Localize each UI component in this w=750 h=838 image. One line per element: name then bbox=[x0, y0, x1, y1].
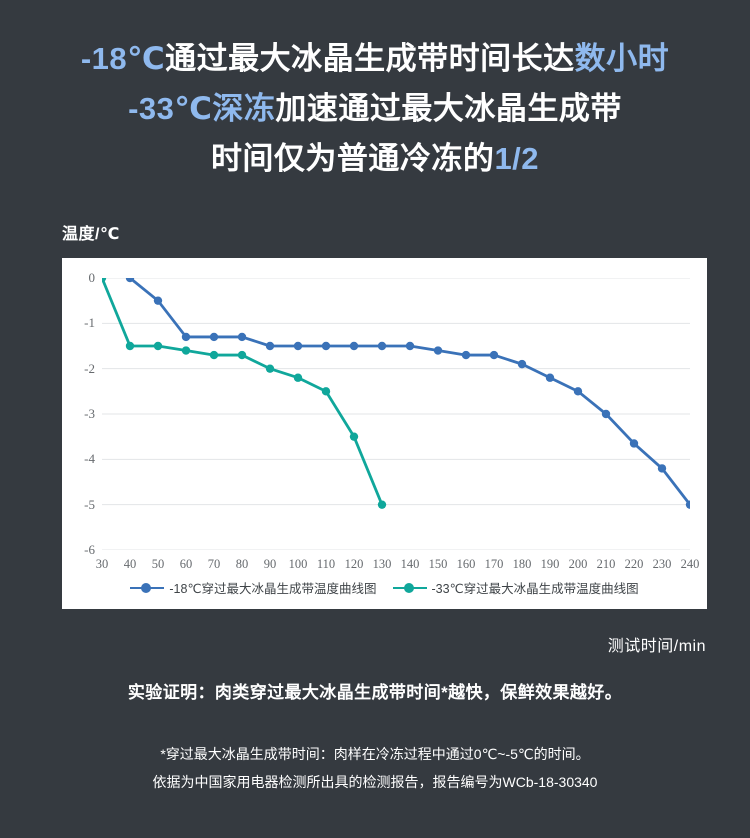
data-point bbox=[349, 341, 359, 351]
conclusion-text: 实验证明：肉类穿过最大冰晶生成带时间*越快，保鲜效果越好。 bbox=[127, 683, 623, 702]
y-tick-label: 0 bbox=[88, 270, 96, 285]
legend-label: -18℃穿过最大冰晶生成带温度曲线图 bbox=[169, 582, 377, 596]
data-point bbox=[293, 373, 303, 382]
headline-line-3-rest: 时间仅为普通冷冻的 bbox=[210, 141, 495, 176]
data-point bbox=[545, 373, 555, 382]
y-tick-label: -2 bbox=[84, 360, 95, 376]
legend-swatch-icon bbox=[392, 582, 427, 594]
chart-card: 0 -1 -2 -3 -4 -5 -6 30 40 50 60 70 80 90 100 110 120 130 1… bbox=[62, 258, 707, 609]
legend-item-2[interactable]: -33℃穿过最大冰晶生成带温度曲线图 bbox=[392, 578, 639, 597]
legend-swatch-icon bbox=[130, 582, 165, 594]
headline-line-1: -18℃通过最大冰晶生成带时间长达数小时 bbox=[0, 34, 750, 84]
data-point bbox=[321, 387, 331, 396]
x-tick-label: 40 bbox=[123, 557, 137, 571]
headline-line-3-accent: 1/2 bbox=[494, 141, 540, 176]
x-tick-label: 110 bbox=[316, 557, 336, 571]
x-tick-label: 140 bbox=[400, 557, 420, 571]
series-line-2 bbox=[102, 278, 384, 507]
data-point bbox=[265, 341, 275, 351]
y-tick-label: -3 bbox=[84, 406, 95, 421]
data-point bbox=[153, 341, 163, 351]
x-tick-label: 30 bbox=[95, 557, 109, 571]
x-tick-label: 200 bbox=[568, 557, 588, 571]
x-tick-label: 50 bbox=[151, 557, 165, 571]
data-point bbox=[293, 341, 303, 351]
headline-line-3: 时间仅为普通冷冻的1/2 bbox=[0, 134, 750, 184]
data-point bbox=[209, 350, 219, 360]
x-tick-label: 230 bbox=[652, 557, 672, 571]
y-tick-label: -5 bbox=[84, 496, 95, 512]
legend-label: -33℃穿过最大冰晶生成带温度曲线图 bbox=[431, 582, 639, 596]
data-point bbox=[321, 341, 331, 351]
data-point bbox=[153, 296, 163, 305]
series-line-1 bbox=[128, 278, 690, 507]
data-point bbox=[489, 350, 499, 360]
x-tick-label: 210 bbox=[596, 557, 616, 571]
data-point bbox=[601, 409, 611, 419]
x-tick-label: 160 bbox=[456, 557, 476, 571]
x-tick-label: 170 bbox=[484, 557, 504, 571]
x-tick-label: 60 bbox=[179, 557, 193, 571]
y-tick-label: -1 bbox=[84, 315, 95, 331]
x-tick-label: 120 bbox=[344, 557, 364, 571]
x-tick-label: 70 bbox=[207, 557, 221, 571]
y-tick-label: -4 bbox=[84, 451, 95, 467]
x-tick-label: 240 bbox=[680, 557, 700, 571]
y-axis-title: 温度/℃ bbox=[62, 226, 120, 243]
data-point bbox=[461, 350, 471, 360]
data-point bbox=[181, 332, 191, 342]
line-chart-svg bbox=[102, 278, 690, 550]
x-tick-label: 100 bbox=[288, 557, 308, 571]
data-point bbox=[209, 332, 219, 342]
headline-block: -18℃通过最大冰晶生成带时间长达数小时 -33℃深冻加速通过最大冰晶生成带 时… bbox=[0, 34, 750, 184]
y-tick-label: -6 bbox=[84, 542, 95, 557]
data-point bbox=[517, 359, 527, 369]
data-point bbox=[433, 346, 443, 355]
x-axis-title: 测试时间/min bbox=[607, 638, 706, 655]
x-tick-label: 220 bbox=[624, 557, 644, 571]
x-tick-label: 130 bbox=[372, 557, 392, 571]
x-tick-label: 90 bbox=[263, 557, 277, 571]
data-point bbox=[405, 341, 415, 351]
data-point bbox=[657, 464, 667, 473]
data-point bbox=[629, 439, 639, 448]
data-point bbox=[377, 500, 387, 509]
data-point bbox=[573, 387, 583, 396]
x-tick-label: 190 bbox=[540, 557, 560, 571]
data-point bbox=[237, 350, 247, 360]
chart-legend: -18℃穿过最大冰晶生成带温度曲线图 -33℃穿过最大冰晶生成带温度曲线图 bbox=[62, 578, 707, 597]
legend-item-1[interactable]: -18℃穿过最大冰晶生成带温度曲线图 bbox=[130, 578, 377, 597]
chart-plot-area: 0 -1 -2 -3 -4 -5 -6 30 40 50 60 70 80 90 100 110 120 130 1… bbox=[84, 270, 699, 571]
headline-line-2-rest: 加速通过最大冰晶生成带 bbox=[275, 91, 622, 126]
x-tick-label: 180 bbox=[512, 557, 532, 571]
data-point bbox=[265, 364, 275, 373]
data-point bbox=[349, 432, 359, 441]
data-point bbox=[237, 332, 247, 342]
headline-line-2: -33℃深冻加速通过最大冰晶生成带 bbox=[0, 84, 750, 134]
headline-line-1-tail-accent: 数小时 bbox=[574, 41, 670, 76]
footnotes-block: *穿过最大冰晶生成带时间：肉样在冷冻过程中通过0℃~-5℃的时间。 依据为中国家… bbox=[0, 740, 750, 796]
headline-line-1-accent: -18℃ bbox=[80, 41, 166, 76]
headline-line-1-mid: 通过最大冰晶生成带时间长达 bbox=[165, 41, 575, 76]
data-point bbox=[685, 500, 690, 509]
data-point bbox=[125, 341, 135, 351]
data-point bbox=[125, 278, 135, 283]
data-point bbox=[181, 346, 191, 355]
data-point bbox=[377, 341, 387, 351]
data-point bbox=[102, 278, 107, 283]
footnote-line-1: *穿过最大冰晶生成带时间：肉样在冷冻过程中通过0℃~-5℃的时间。 bbox=[160, 746, 590, 762]
x-tick-label: 80 bbox=[235, 557, 249, 571]
headline-line-2-accent: -33℃深冻 bbox=[128, 91, 276, 126]
footnote-line-2: 依据为中国家用电器检测所出具的检测报告，报告编号为WCb-18-30340 bbox=[152, 774, 598, 790]
x-tick-label: 150 bbox=[428, 557, 448, 571]
